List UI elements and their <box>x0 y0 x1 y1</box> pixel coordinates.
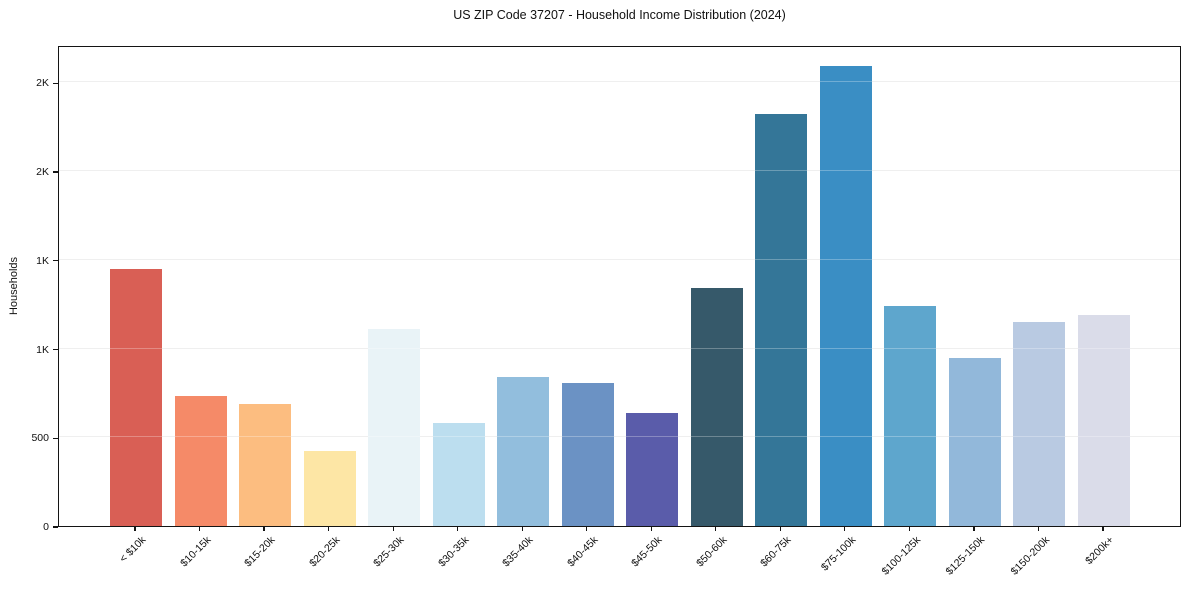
x-tick-label: $20-25k <box>306 534 343 570</box>
bar <box>497 376 550 526</box>
x-tick-label: $100-125k <box>879 534 923 578</box>
bar <box>561 383 614 526</box>
y-tick-mark <box>53 348 58 351</box>
chart-title: US ZIP Code 37207 - Household Income Dis… <box>453 8 786 22</box>
x-tick-label: $10-15k <box>177 534 214 570</box>
x-tick-mark <box>1037 527 1040 531</box>
x-tick-mark <box>650 527 652 531</box>
gridline <box>59 258 1180 260</box>
bar <box>819 66 872 526</box>
bar <box>690 288 743 526</box>
bar <box>884 305 937 526</box>
bar <box>755 114 808 526</box>
x-tick-mark <box>779 527 781 531</box>
x-tick-mark <box>134 527 136 531</box>
x-tick-label: $45-50k <box>629 534 665 570</box>
x-tick-label: $35-40k <box>500 534 536 570</box>
gridline <box>59 258 1180 260</box>
x-tick-label: $40-45k <box>564 534 601 570</box>
y-tick-label: 2K <box>36 77 49 90</box>
bar <box>368 329 421 526</box>
bar <box>1077 314 1130 526</box>
y-tick-label: 500 <box>31 432 49 445</box>
y-tick-mark <box>53 260 58 262</box>
y-tick-label: 2K <box>36 166 49 179</box>
x-tick-mark <box>715 527 717 531</box>
y-tick-mark <box>53 437 58 439</box>
bar <box>626 413 679 526</box>
x-tick-label: $25-30k <box>371 534 407 570</box>
x-tick-mark <box>392 527 394 531</box>
bar <box>948 358 1001 526</box>
x-tick-mark <box>198 527 201 531</box>
gridline <box>59 170 1180 172</box>
gridline <box>59 170 1180 172</box>
x-tick-label: < $10k <box>117 534 149 565</box>
x-tick-mark <box>263 527 265 531</box>
x-tick-label: $200k+ <box>1083 534 1117 568</box>
x-tick-mark <box>457 527 459 531</box>
x-tick-label: $50-60k <box>693 534 730 570</box>
x-tick-mark <box>521 527 523 531</box>
x-tick-label: $60-75k <box>758 534 794 570</box>
gridline <box>59 347 1180 349</box>
plot-area <box>58 46 1181 527</box>
y-tick-label: 1K <box>36 254 49 267</box>
x-tick-mark <box>1102 527 1104 531</box>
x-tick-label: $75-100k <box>818 534 859 574</box>
y-tick-label: 1K <box>36 343 49 356</box>
y-tick-mark <box>53 526 58 528</box>
x-tick-mark <box>327 527 330 531</box>
x-tick-mark <box>844 527 846 531</box>
gridline <box>59 81 1180 83</box>
x-tick-label: $30-35k <box>435 534 472 570</box>
gridline <box>59 81 1180 83</box>
x-tick-label: $125-150k <box>943 534 988 578</box>
x-tick-mark <box>908 527 910 531</box>
gridline <box>59 347 1180 349</box>
bar <box>1013 321 1066 526</box>
bar <box>303 451 356 526</box>
y-tick-mark <box>53 171 58 173</box>
x-tick-label: $15-20k <box>242 534 278 570</box>
bar <box>239 403 292 526</box>
x-tick-mark <box>586 527 588 531</box>
gridline <box>59 436 1180 438</box>
bar <box>432 423 485 526</box>
y-tick-mark <box>53 82 58 84</box>
bar <box>110 268 162 526</box>
x-tick-mark <box>973 527 975 531</box>
bar <box>174 396 227 526</box>
gridline <box>59 436 1180 438</box>
y-tick-label: 0 <box>43 521 49 533</box>
x-tick-label: $150-200k <box>1008 534 1052 578</box>
